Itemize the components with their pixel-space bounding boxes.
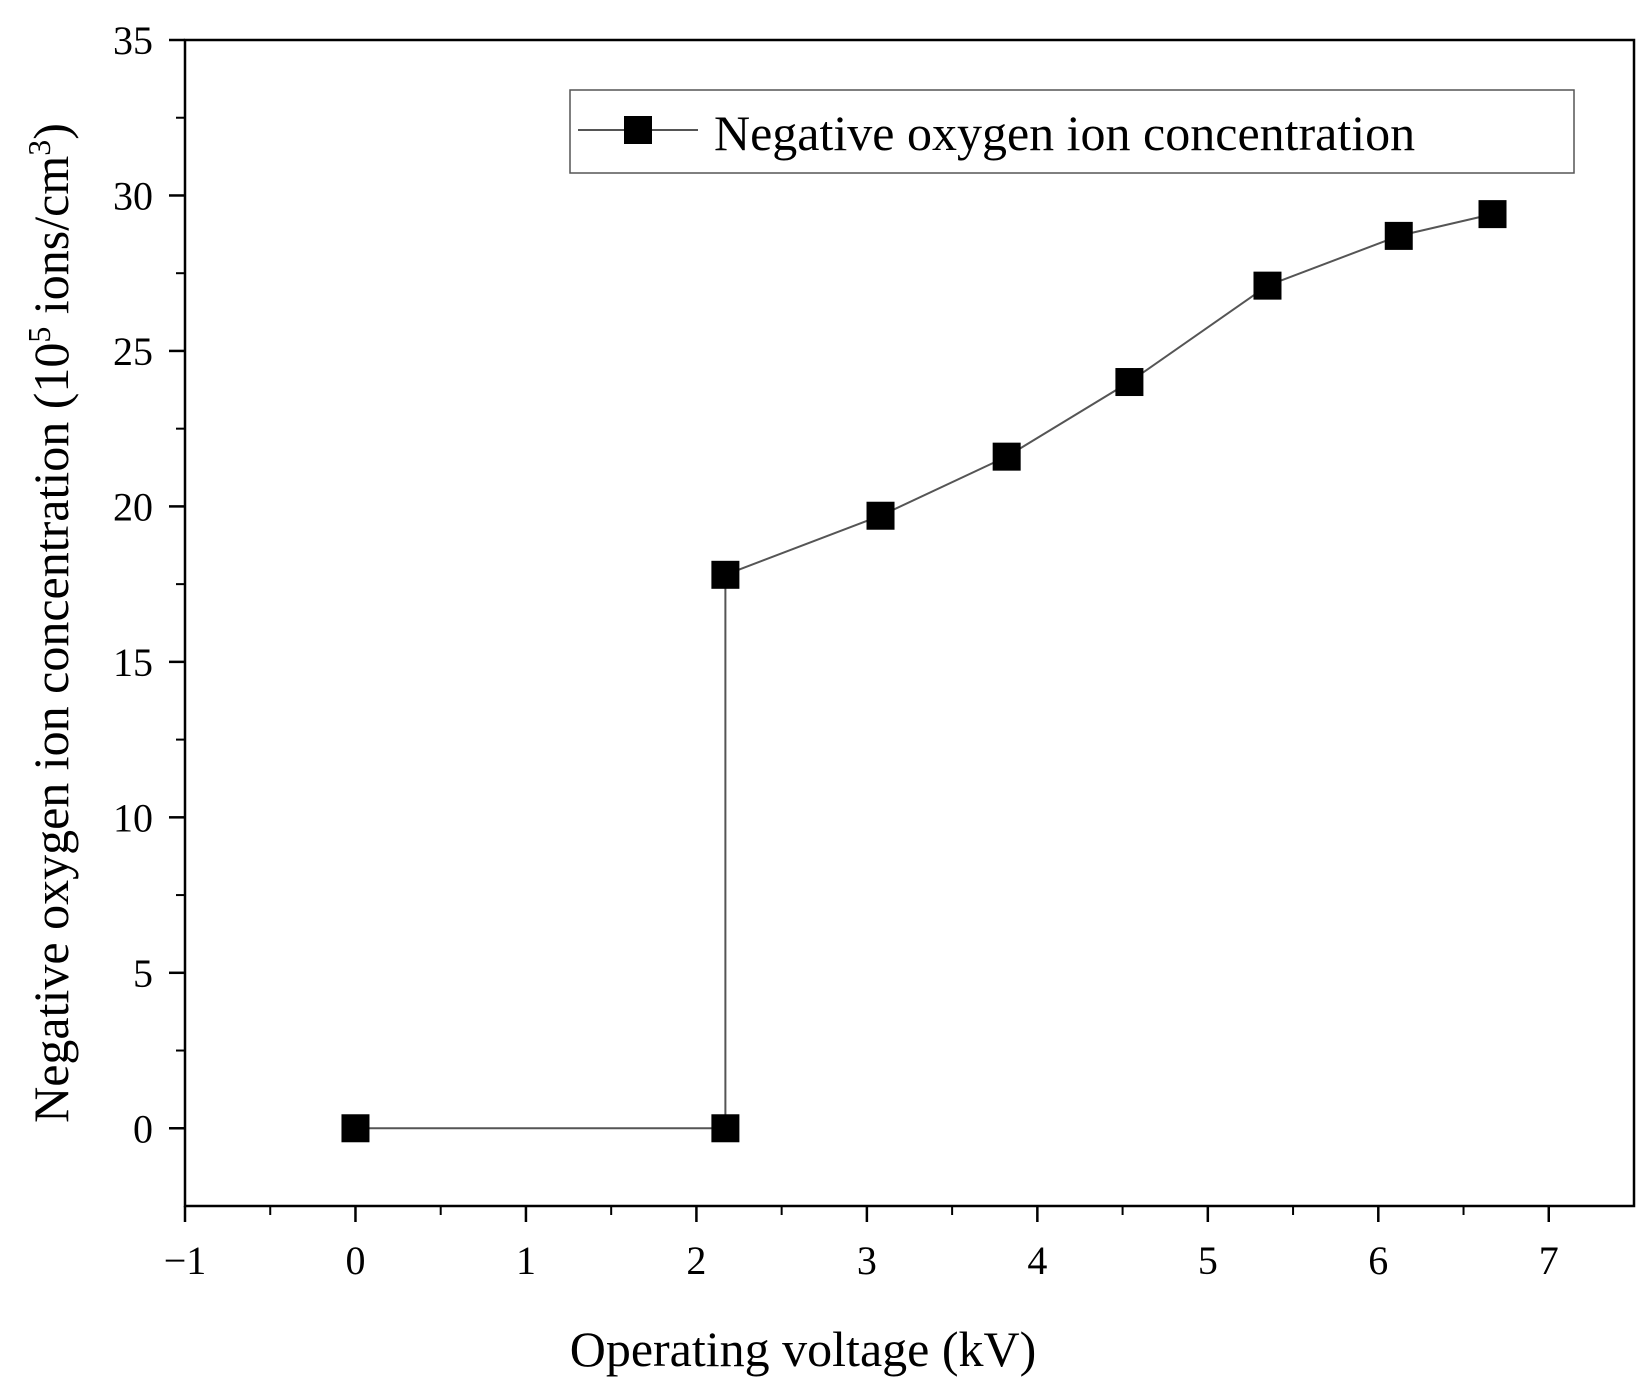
y-tick-label: 30	[113, 173, 153, 218]
x-tick-label: 1	[516, 1238, 536, 1283]
series-line-segment	[1006, 381, 1130, 458]
series-line-segment	[1128, 284, 1269, 383]
x-tick-label: 3	[857, 1238, 877, 1283]
data-point-marker	[711, 560, 740, 589]
y-axis-title: Negative oxygen ion concentration (105 i…	[21, 123, 79, 1123]
data-point-marker	[866, 501, 895, 530]
y-tick-label: 0	[133, 1106, 153, 1151]
y-tick-label: 20	[113, 484, 153, 529]
data-point-marker	[1384, 221, 1413, 250]
x-axis-ticks: −1 0 1 2 3 4 5 6 7	[164, 1206, 1559, 1283]
data-point-marker	[1115, 368, 1144, 397]
series-line-segment	[1267, 234, 1400, 287]
x-tick-label: 7	[1539, 1238, 1559, 1283]
y-tick-label: 15	[113, 640, 153, 685]
x-tick-label: 0	[345, 1238, 365, 1283]
data-point-marker	[341, 1114, 370, 1143]
legend-box	[569, 89, 1575, 174]
y-tick-label: 10	[113, 795, 153, 840]
legend-marker	[624, 116, 652, 144]
series-line-segment	[725, 514, 881, 576]
x-axis-title: Operating voltage (kV)	[570, 1321, 1037, 1377]
x-tick-label: −1	[164, 1238, 207, 1283]
legend: Negative oxygen ion concentration	[569, 89, 1575, 174]
x-tick-label: 4	[1027, 1238, 1047, 1283]
series-line-segment	[880, 455, 1008, 517]
series-line-segment	[1398, 213, 1493, 237]
series-layer	[341, 200, 1507, 1143]
data-point-marker	[1478, 200, 1507, 229]
plot-frame	[183, 38, 1636, 1208]
x-tick-label: 6	[1368, 1238, 1388, 1283]
x-tick-label: 5	[1198, 1238, 1218, 1283]
data-point-marker	[711, 1114, 740, 1143]
y-tick-label: 35	[113, 18, 153, 63]
y-tick-label: 25	[113, 329, 153, 374]
x-tick-label: 2	[686, 1238, 706, 1283]
y-tick-label: 5	[133, 951, 153, 996]
legend-label: Negative oxygen ion concentration	[714, 105, 1415, 161]
data-point-marker	[992, 442, 1021, 471]
y-axis-ticks: 0 5 10 15 20 25 30 35	[113, 18, 185, 1151]
data-point-marker	[1253, 271, 1282, 300]
